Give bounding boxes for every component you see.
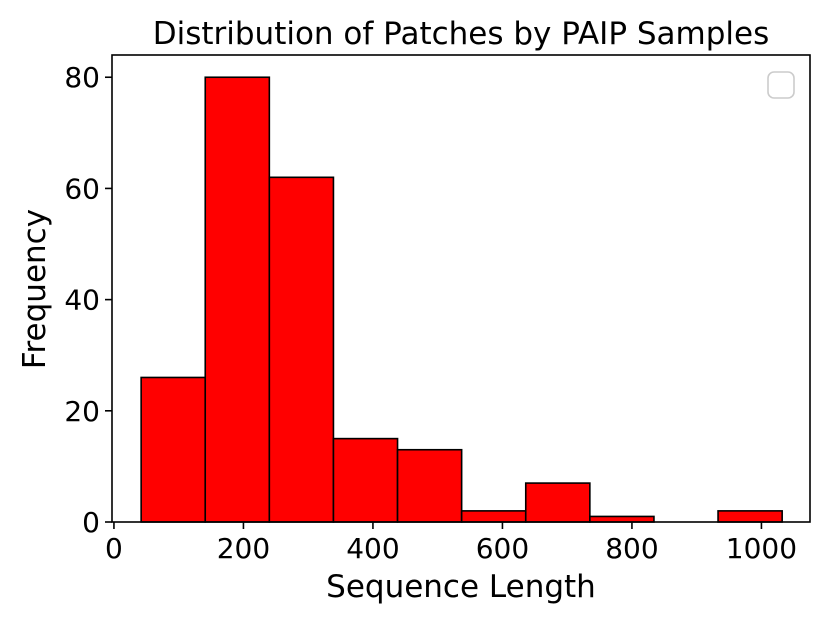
- histogram-bar-9: [717, 510, 783, 523]
- chart-title: Distribution of Patches by PAIP Samples: [153, 16, 770, 52]
- y-tick-label: 0: [82, 506, 100, 539]
- y-tick-label: 40: [64, 284, 100, 317]
- x-tick-label: 800: [605, 532, 658, 565]
- x-axis-label: Sequence Length: [326, 569, 596, 605]
- histogram-bar-5: [460, 510, 527, 523]
- histogram-bar-6: [524, 482, 591, 523]
- x-tick-label: 200: [217, 532, 270, 565]
- y-axis-ticks: 0 20 40 60 80: [64, 61, 112, 539]
- x-tick-label: 0: [105, 532, 123, 565]
- y-tick-label: 80: [64, 61, 100, 94]
- histogram-bar-0: [140, 376, 207, 523]
- histogram-bars: [140, 76, 783, 523]
- plot-area-frame: [111, 54, 811, 523]
- histogram-bar-2: [268, 176, 335, 523]
- x-tick-label: 600: [476, 532, 529, 565]
- legend-box: [767, 71, 795, 99]
- histogram-bar-1: [204, 76, 271, 523]
- histogram-bar-7: [589, 515, 655, 523]
- x-axis-ticks: 0 200 400 600 800 1000: [105, 522, 797, 565]
- x-tick-label: 1000: [726, 532, 797, 565]
- x-tick-label: 400: [346, 532, 399, 565]
- y-axis-label: Frequency: [17, 209, 53, 369]
- y-tick-label: 60: [64, 172, 100, 205]
- legend-frame: [767, 71, 795, 99]
- histogram-bar-3: [332, 437, 399, 523]
- y-tick-label: 20: [64, 395, 100, 428]
- histogram-bar-4: [396, 448, 463, 523]
